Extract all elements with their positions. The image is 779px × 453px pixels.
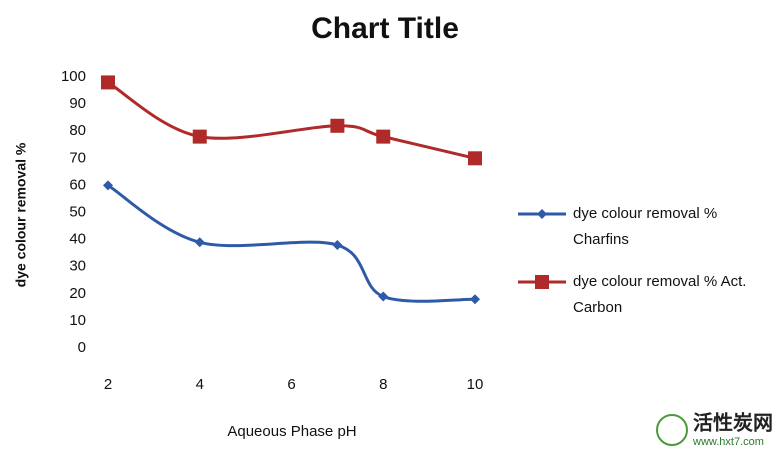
series-line <box>107 81 476 160</box>
x-tick-label: 4 <box>196 376 204 393</box>
x-tick-label: 8 <box>379 376 387 393</box>
chart-title: Chart Title <box>311 12 459 45</box>
y-tick-label: 0 <box>78 339 86 356</box>
legend-label: dye colour removal % Act. Carbon <box>573 273 747 316</box>
marker <box>103 180 113 191</box>
y-tick-label: 40 <box>69 231 86 248</box>
marker <box>468 151 482 166</box>
marker <box>332 240 343 251</box>
marker <box>101 75 115 90</box>
x-axis-title: Aqueous Phase pH <box>227 423 356 440</box>
y-tick-label: 100 <box>61 68 86 85</box>
legend-marker <box>537 209 547 219</box>
y-tick-label: 30 <box>69 258 86 275</box>
series-line <box>107 184 476 303</box>
y-tick-label: 50 <box>69 203 86 220</box>
y-tick-label: 20 <box>69 285 86 302</box>
legend-marker <box>535 275 549 289</box>
y-tick-label: 80 <box>69 122 86 139</box>
y-axis-title: dye colour removal % <box>13 142 29 287</box>
y-tick-label: 70 <box>69 149 86 166</box>
marker <box>330 118 345 133</box>
x-tick-label: 10 <box>467 376 484 393</box>
marker <box>470 294 480 305</box>
marker <box>194 237 205 248</box>
y-tick-label: 60 <box>69 176 86 193</box>
legend-label: dye colour removal % Charfins <box>573 205 718 248</box>
marker <box>192 129 207 144</box>
x-tick-label: 2 <box>104 376 112 393</box>
marker <box>376 129 391 144</box>
marker <box>378 291 389 302</box>
watermark-url: www.hxt7.com <box>692 436 764 448</box>
y-tick-label: 10 <box>69 312 86 329</box>
watermark-logo <box>656 414 688 446</box>
x-tick-label: 6 <box>287 376 295 393</box>
y-tick-label: 90 <box>69 95 86 112</box>
watermark-name: 活性炭网 <box>693 411 773 434</box>
